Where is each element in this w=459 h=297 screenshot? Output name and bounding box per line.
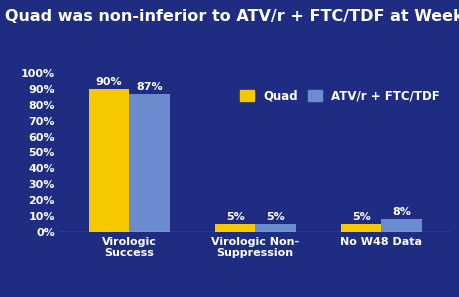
Text: 5%: 5% bbox=[265, 212, 284, 222]
Bar bbox=[255, 224, 295, 232]
Bar bbox=[89, 89, 129, 232]
Text: 90%: 90% bbox=[95, 77, 122, 87]
Bar bbox=[214, 224, 255, 232]
Text: 5%: 5% bbox=[225, 212, 244, 222]
Text: 5%: 5% bbox=[351, 212, 370, 222]
Text: 87%: 87% bbox=[136, 82, 162, 92]
Text: Quad was non-inferior to ATV/r + FTC/TDF at Week 48: Quad was non-inferior to ATV/r + FTC/TDF… bbox=[5, 9, 459, 24]
Bar bbox=[381, 219, 421, 232]
Bar bbox=[340, 224, 381, 232]
Legend: Quad, ATV/r + FTC/TDF: Quad, ATV/r + FTC/TDF bbox=[235, 85, 444, 107]
Bar bbox=[129, 94, 169, 232]
Text: 8%: 8% bbox=[392, 207, 410, 217]
